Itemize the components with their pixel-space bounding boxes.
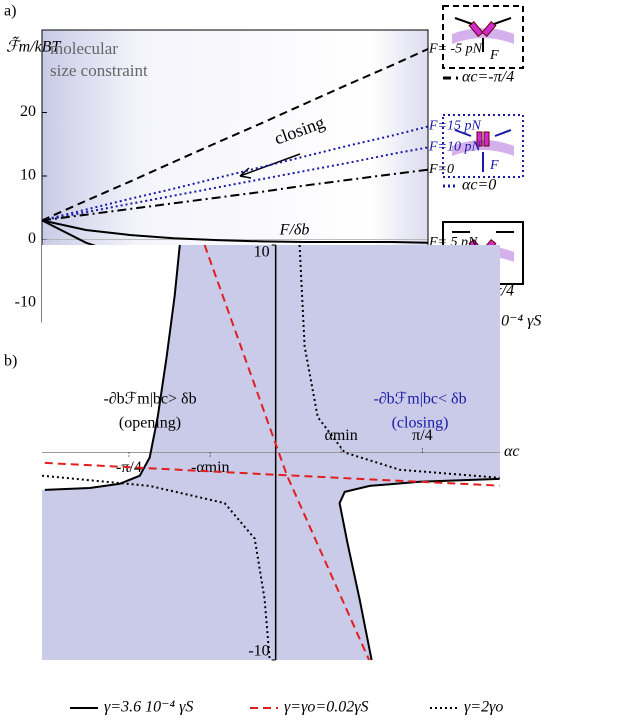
y-axis-label: F/δb — [279, 222, 310, 239]
annotation: size constraint — [50, 61, 148, 80]
force-arrows — [454, 17, 512, 52]
arrow — [239, 153, 301, 179]
annotation: molecular — [50, 39, 118, 58]
y-tick-label: -10 — [248, 643, 269, 660]
legend-label: γ=2γo — [464, 699, 503, 716]
line-series — [41, 244, 500, 661]
series-label: F=10 pN — [428, 140, 481, 155]
x-axis-label: αc — [504, 443, 520, 460]
y-tick-label: 10 — [254, 244, 270, 261]
annotation: -∂bℱm|bc< δb — [373, 391, 466, 408]
legend-box — [442, 5, 524, 69]
line-series — [41, 168, 429, 222]
force-label: F — [489, 158, 499, 173]
series-label: F= -5 pN — [428, 41, 483, 56]
panel-label: a) — [4, 3, 16, 20]
y-tick-label: 20 — [20, 103, 36, 120]
protein-icon — [481, 21, 497, 37]
annotation: (opening) — [119, 415, 181, 432]
legend-label: αc=0 — [462, 177, 496, 194]
annotation: -∂bℱm|bc> δb — [103, 391, 196, 408]
line-series — [41, 146, 429, 222]
legend-label: αc=-π/4 — [462, 69, 514, 86]
y-tick-label: 10 — [20, 167, 36, 184]
y-axis-label: ℱ̃m/kBT — [6, 36, 61, 56]
x-tick-label: αmin — [324, 427, 357, 444]
protein-icon — [483, 131, 490, 147]
legend-label: γ=3.6 10⁻⁴ γS — [104, 699, 193, 716]
region — [339, 478, 500, 660]
membrane-icon — [452, 28, 514, 44]
force-label: F — [489, 48, 499, 63]
legend-label: γ=γo=0.02γS — [284, 699, 369, 716]
series-label: F=15 pN — [428, 119, 481, 134]
y-tick-label: 0 — [28, 230, 36, 247]
line-series — [41, 48, 429, 222]
legend-box — [442, 114, 524, 178]
protein-icon — [476, 131, 483, 147]
y-tick-label: -10 — [15, 294, 36, 311]
x-tick-label: π/4 — [412, 427, 433, 444]
line-series — [41, 219, 429, 244]
x-tick-label: -αmin — [191, 459, 230, 476]
line-series — [44, 244, 500, 661]
annotation: (closing) — [392, 415, 449, 432]
line-series — [44, 244, 500, 661]
panel-label: b) — [4, 353, 17, 370]
force-arrows — [454, 129, 512, 172]
series-label: F=0 — [428, 162, 454, 177]
membrane-icon — [452, 140, 514, 156]
region — [42, 245, 180, 490]
